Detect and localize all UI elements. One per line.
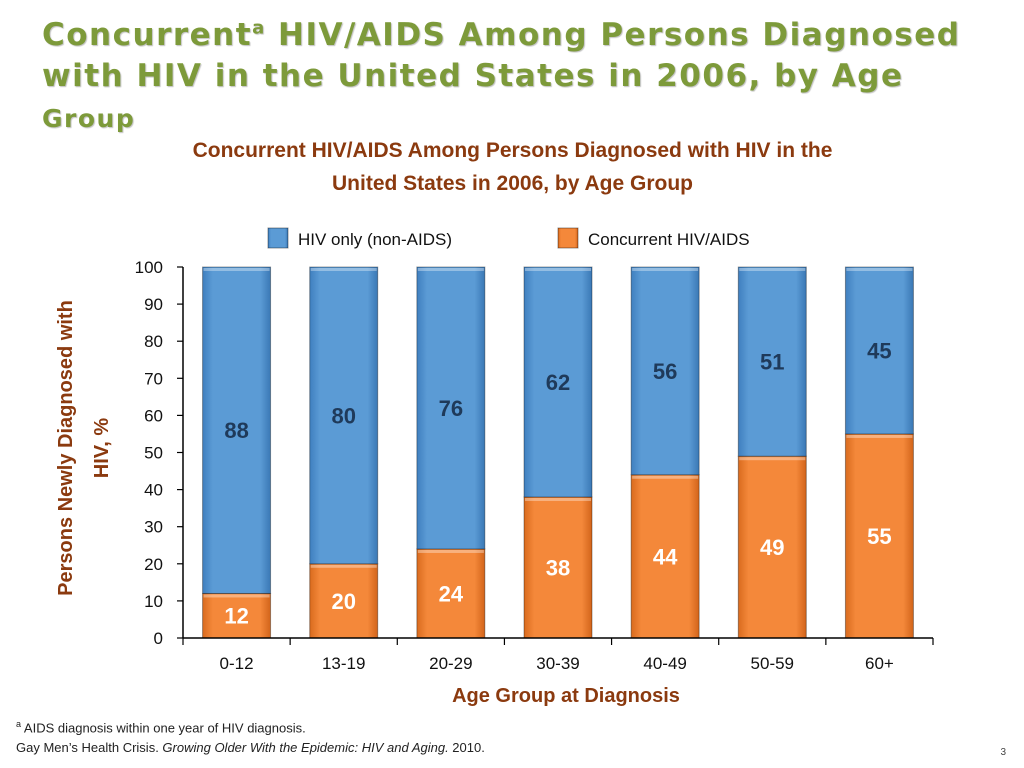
y-tick-label: 10 [144, 592, 163, 611]
legend: HIV only (non-AIDS) Concurrent HIV/AIDS [267, 227, 750, 249]
bar-hiv-only [844, 266, 914, 435]
x-axis: 0-12 13-19 20-29 30-39 40-49 50-59 60+ [182, 637, 934, 673]
data-label-concurrent: 38 [546, 556, 570, 581]
bar-concurrent [202, 592, 272, 639]
slide-title-line-3: Group [42, 104, 136, 134]
data-label-hiv-only: 51 [760, 350, 784, 375]
bar-hiv-only [523, 266, 593, 498]
legend-label-concurrent: Concurrent HIV/AIDS [588, 230, 750, 249]
citation-year: 2010. [448, 740, 485, 756]
y-tick-label: 20 [144, 555, 163, 574]
data-label-concurrent: 20 [331, 589, 355, 614]
slide-title-line-2: with HIV in the United States in 2006, b… [42, 58, 904, 95]
chart-title: Concurrent HIV/AIDS Among Persons Diagno… [100, 134, 925, 200]
bar-highlight [310, 268, 377, 271]
footnote-marker: a [16, 719, 22, 729]
slide-title: Concurrenta HIV/AIDS Among Persons Diagn… [42, 8, 982, 139]
bar-highlight [203, 268, 270, 271]
x-tick-label: 40-49 [643, 654, 686, 673]
x-tick-label: 0-12 [220, 654, 254, 673]
data-label-concurrent: 44 [653, 544, 678, 569]
y-tick-label: 60 [144, 406, 163, 425]
citation: Gay Men’s Health Crisis. Growing Older W… [16, 738, 485, 758]
bar-highlight [203, 594, 270, 598]
data-label-concurrent: 24 [439, 581, 464, 606]
data-label-concurrent: 55 [867, 524, 891, 549]
chart-title-line-2: United States in 2006, by Age Group [332, 172, 693, 195]
bar-hiv-only [416, 266, 486, 550]
y-tick-label: 70 [144, 369, 163, 388]
citation-title: Growing Older With the Epidemic: HIV and… [162, 740, 449, 756]
bar-concurrent [630, 474, 700, 639]
slide-title-word: Concurrent [42, 17, 253, 54]
bar-highlight [739, 268, 806, 271]
title-superscript: a [252, 18, 266, 39]
y-axis: 0 10 20 30 40 50 60 70 80 90 100 [135, 258, 184, 648]
bar-concurrent [309, 563, 379, 639]
bar-hiv-only [630, 266, 700, 476]
data-label-hiv-only: 45 [867, 338, 891, 363]
y-tick-label: 30 [144, 518, 163, 537]
y-tick-label: 80 [144, 332, 163, 351]
bar-concurrent [844, 433, 914, 639]
bar-highlight [846, 268, 913, 271]
citation-source: Gay Men’s Health Crisis. [16, 740, 163, 756]
bar-highlight [525, 268, 591, 271]
bar-hiv-only [309, 266, 379, 565]
bar-highlight [417, 549, 484, 553]
x-tick-label: 60+ [865, 654, 894, 673]
x-tick-label: 20-29 [429, 654, 472, 673]
x-tick-label: 13-19 [322, 654, 365, 673]
footnote-text: AIDS diagnosis within one year of HIV di… [21, 720, 306, 736]
y-axis-title: Persons Newly Diagnosed with HIV, % [55, 300, 113, 596]
bar-highlight [632, 475, 699, 479]
data-label-hiv-only: 88 [224, 418, 248, 443]
bar-highlight [632, 268, 699, 271]
bar-highlight [846, 434, 913, 438]
footnote: a AIDS diagnosis within one year of HIV … [16, 714, 485, 758]
legend-swatch-hiv-only [267, 227, 289, 249]
data-label-hiv-only: 80 [331, 403, 355, 428]
legend-swatch-concurrent [557, 227, 579, 249]
bar-hiv-only [737, 266, 807, 457]
data-label-hiv-only: 62 [546, 370, 570, 395]
bar-highlight [739, 457, 806, 461]
bar-highlight [417, 268, 484, 271]
y-axis-title-line-2: HIV, % [91, 418, 113, 479]
x-tick-label: 50-59 [751, 654, 794, 673]
bar-hiv-only [202, 266, 272, 594]
footnote-definition: a AIDS diagnosis within one year of HIV … [16, 714, 485, 738]
data-label-concurrent: 49 [760, 535, 784, 560]
slide-number: 3 [1000, 747, 1006, 758]
bar-highlight [525, 498, 591, 502]
data-label-hiv-only: 56 [653, 359, 677, 384]
data-label-concurrent: 12 [224, 604, 248, 629]
bar-highlight [310, 564, 377, 568]
slide-title-rest: HIV/AIDS Among Persons Diagnosed [265, 17, 961, 54]
slide-title-line-1: Concurrenta HIV/AIDS Among Persons Diagn… [42, 17, 960, 53]
chart-title-line-1: Concurrent HIV/AIDS Among Persons Diagno… [192, 139, 833, 162]
y-tick-label: 40 [144, 481, 163, 500]
bar-concurrent [737, 455, 807, 639]
y-axis-title-line-1: Persons Newly Diagnosed with [55, 300, 77, 596]
data-label-hiv-only: 76 [439, 396, 463, 421]
y-tick-label: 50 [144, 444, 163, 463]
y-tick-label: 100 [135, 258, 163, 277]
y-tick-label: 90 [144, 295, 163, 314]
x-axis-title: Age Group at Diagnosis [452, 685, 680, 707]
legend-label-hiv-only: HIV only (non-AIDS) [298, 230, 452, 249]
bars: 12 88 20 80 24 76 38 62 44 56 49 51 55 45 [202, 266, 914, 639]
x-tick-label: 30-39 [536, 654, 579, 673]
bar-concurrent [523, 496, 593, 639]
y-tick-label: 0 [154, 629, 163, 648]
